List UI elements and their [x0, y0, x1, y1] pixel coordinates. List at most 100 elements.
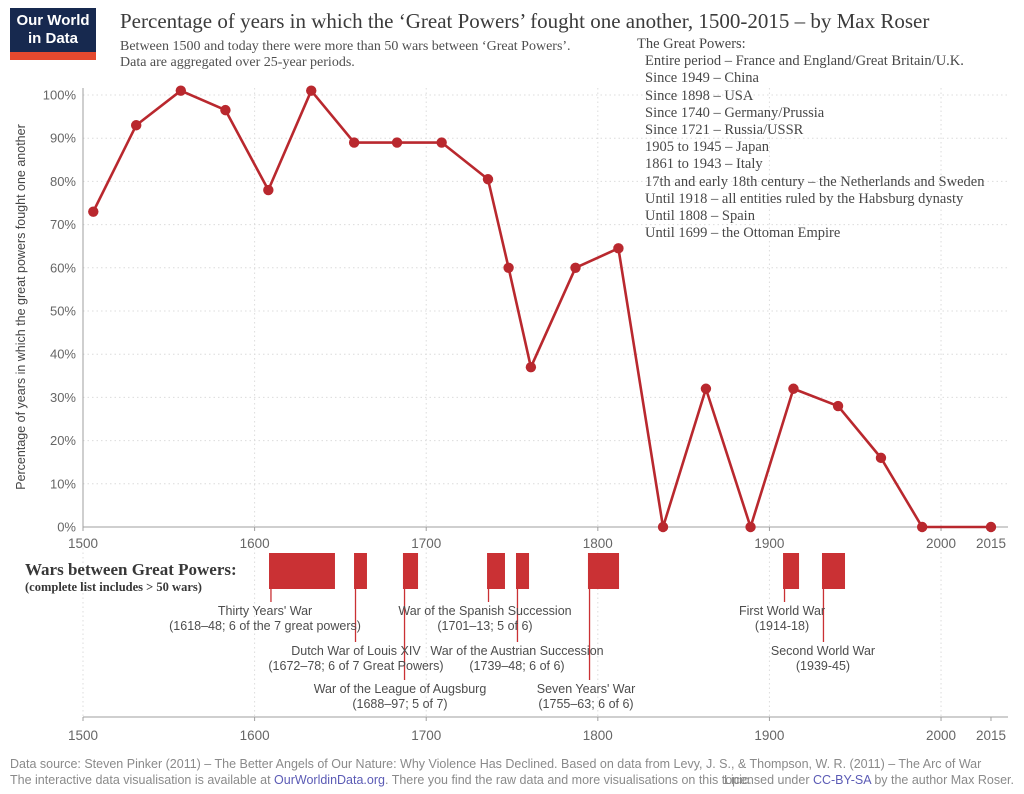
data-point — [745, 521, 756, 533]
war-bar — [402, 553, 419, 589]
owid-logo-line2: in Data — [27, 30, 78, 47]
data-point — [788, 383, 799, 394]
y-tick-label: 30% — [50, 390, 76, 405]
chart-line — [92, 89, 991, 529]
war-bar — [587, 553, 620, 589]
war-label: War of the League of Augsburg (1688–97; 5… — [314, 682, 487, 712]
great-power-item: Since 1740 – Germany/Prussia — [645, 104, 825, 121]
great-power-item: Until 1699 – the Ottoman Empire — [645, 225, 841, 242]
x-tick-label: 2015 — [976, 536, 1006, 551]
war-detail: (1618–48; 6 of the 7 great powers) — [169, 619, 361, 633]
great-powers-legend: The Great Powers: Entire period – France… — [637, 36, 1022, 242]
data-point — [348, 137, 360, 148]
data-point — [391, 137, 403, 148]
war-name: Dutch War of Louis XIV — [291, 644, 421, 658]
cc-by-sa-link[interactable]: CC-BY-SA — [812, 773, 871, 787]
great-power-item: Entire period – France and England/Great… — [645, 53, 964, 70]
chart-subtitle-line1: Between 1500 and today there were more t… — [120, 39, 571, 54]
y-tick-label: 90% — [50, 131, 76, 146]
chart-title: Percentage of years in which the ‘Great … — [120, 9, 930, 33]
y-axis-title: Percentage of years in which the great p… — [14, 124, 28, 490]
x-tick-label: 1700 — [411, 536, 441, 551]
y-tick-label: 20% — [50, 433, 76, 448]
y-tick-label: 40% — [50, 347, 76, 362]
y-tick-label: 100% — [43, 88, 77, 103]
war-bar — [354, 553, 367, 589]
war-detail: (1914-18) — [754, 619, 810, 633]
war-bar — [515, 553, 530, 589]
footer-interactive-post: . There you find the raw data and more v… — [384, 773, 752, 787]
war-detail: (1672–78; 6 of 7 Great Powers) — [268, 659, 444, 673]
great-powers-heading: The Great Powers: — [637, 36, 746, 52]
data-point — [657, 521, 669, 533]
data-point — [220, 104, 231, 116]
license-pre: Licensed under — [724, 773, 813, 787]
war-label: War of the Austrian Succession (1739–48; … — [430, 644, 603, 674]
great-power-item: Since 1898 – USA — [645, 87, 754, 104]
war-detail: (1739–48; 6 of 6) — [469, 659, 565, 673]
wars-x-tick-label: 1600 — [240, 728, 270, 743]
data-point — [832, 400, 844, 412]
footer-license-line: Licensed under CC-BY-SA by the author Ma… — [724, 773, 1014, 787]
wars-x-tick-label: 1500 — [68, 728, 98, 743]
war-label: Seven Years' War (1755–63; 6 of 6) — [537, 682, 636, 712]
great-power-item: Until 1918 – all entities ruled by the H… — [645, 190, 964, 207]
war-detail: (1939-45) — [795, 659, 851, 673]
owid-logo-text: Our World in Data — [10, 8, 96, 52]
war-detail: (1755–63; 6 of 6) — [538, 697, 634, 711]
war-name: Seven Years' War — [536, 682, 636, 696]
wars-x-tick-label: 2000 — [926, 728, 956, 743]
data-point — [88, 206, 99, 217]
war-detail: (1701–13; 5 of 6) — [437, 619, 533, 633]
war-label: Thirty Years' War (1618–48; 6 of the 7 gr… — [169, 604, 361, 634]
wars-x-tick-label: 2015 — [976, 728, 1006, 743]
data-point — [985, 521, 997, 533]
wars-panel-heading: Wars between Great Powers: — [25, 560, 237, 579]
war-label: Dutch War of Louis XIV (1672–78; 6 of 7 G… — [268, 644, 443, 674]
x-tick-label: 1600 — [240, 536, 270, 551]
war-name: Thirty Years' War — [217, 604, 313, 618]
data-point — [436, 137, 447, 148]
wars-panel-subheading: (complete list includes > 50 wars) — [25, 580, 202, 594]
wars-x-tick-label: 1900 — [754, 728, 784, 743]
great-power-item: Since 1721 – Russia/USSR — [645, 122, 804, 139]
data-point — [503, 262, 514, 273]
war-detail: (1688–97; 5 of 7) — [352, 697, 448, 711]
owid-link[interactable]: OurWorldinData.org — [274, 773, 385, 787]
y-tick-label: 50% — [50, 304, 76, 319]
owid-logo-line1: Our World — [16, 12, 90, 29]
data-point — [613, 243, 624, 254]
war-label: First World War (1914-18) — [739, 604, 825, 634]
data-point — [525, 361, 537, 373]
y-tick-label: 80% — [50, 174, 76, 189]
war-bar — [821, 553, 846, 589]
war-name: War of the League of Augsburg — [313, 682, 487, 696]
data-point — [263, 184, 274, 196]
x-tick-label: 1900 — [754, 536, 784, 551]
war-bar — [487, 553, 505, 589]
footer-interactive-line: The interactive data visualisation is av… — [10, 773, 752, 787]
footer-interactive-pre: The interactive data visualisation is av… — [10, 773, 275, 787]
x-tick-label: 2000 — [926, 536, 956, 551]
war-name: Second World War — [770, 644, 876, 658]
x-tick-label: 1500 — [68, 536, 98, 551]
wars-x-tick-label: 1700 — [411, 728, 441, 743]
data-point — [130, 120, 142, 131]
x-tick-label: 1800 — [583, 536, 613, 551]
data-point — [482, 174, 494, 185]
footer-source-line: Data source: Steven Pinker (2011) – The … — [10, 757, 982, 771]
data-point — [916, 521, 928, 533]
war-bar — [783, 553, 800, 589]
owid-logo: Our World in Data — [10, 8, 96, 60]
data-point — [570, 262, 581, 273]
war-label: Second World War (1939-45) — [771, 644, 875, 674]
war-bar — [269, 553, 335, 589]
great-power-item: 17th and early 18th century – the Nether… — [645, 173, 985, 190]
great-power-item: Until 1808 – Spain — [645, 208, 755, 225]
owid-logo-red-bar — [10, 52, 96, 60]
data-point — [306, 85, 317, 96]
war-label: War of the Spanish Succession (1701–13; 5… — [398, 604, 571, 634]
data-point — [875, 452, 887, 464]
data-point — [175, 85, 187, 96]
